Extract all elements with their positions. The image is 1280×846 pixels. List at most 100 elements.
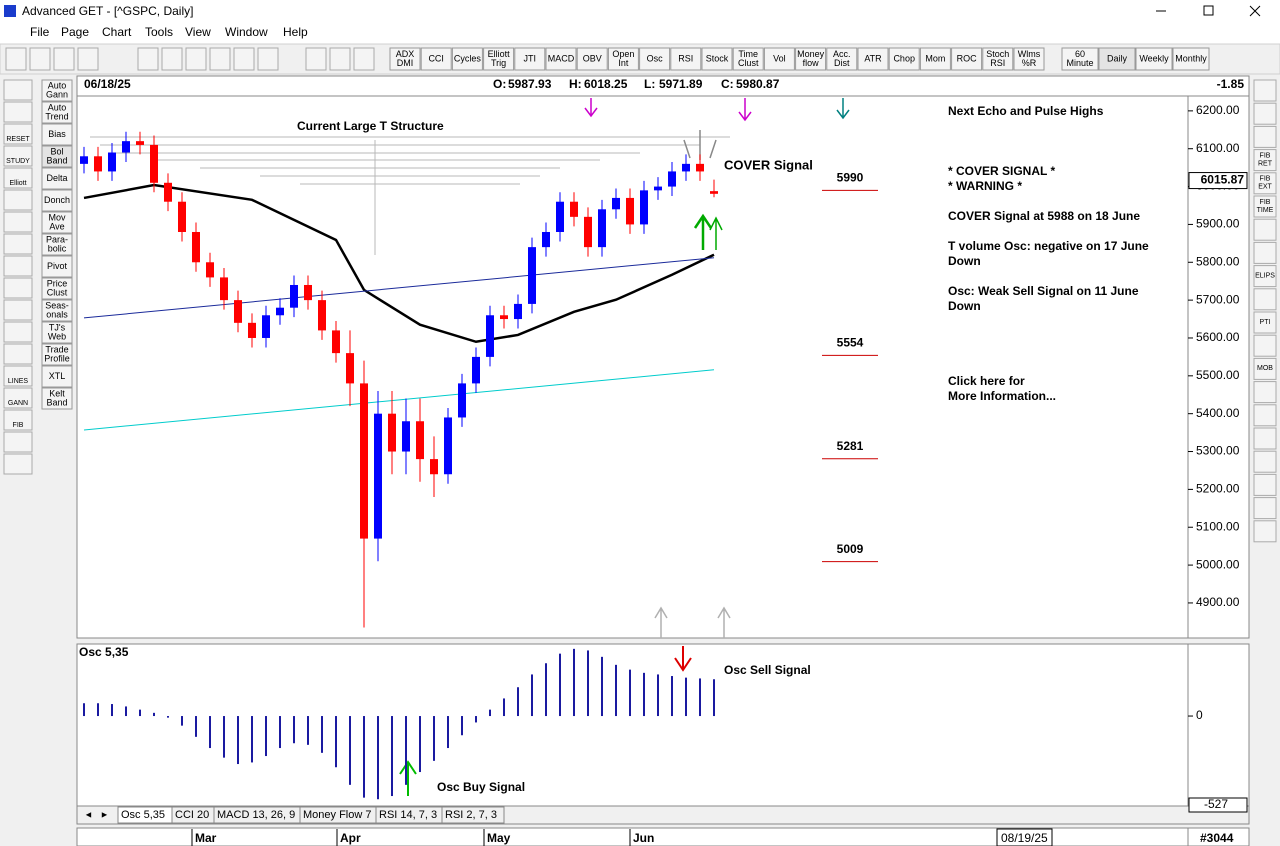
study-button[interactable] bbox=[41, 299, 73, 322]
icon-button[interactable] bbox=[137, 47, 159, 71]
indicator-button[interactable] bbox=[670, 47, 702, 71]
period-button[interactable] bbox=[1098, 47, 1136, 71]
tool-icon[interactable] bbox=[3, 431, 33, 453]
tool-icon[interactable] bbox=[3, 123, 33, 145]
indicator-button[interactable] bbox=[389, 47, 421, 71]
close-button[interactable] bbox=[1249, 5, 1261, 17]
study-button[interactable] bbox=[41, 255, 73, 278]
study-button[interactable] bbox=[41, 343, 73, 366]
indicator-button[interactable] bbox=[732, 47, 764, 71]
tool-icon[interactable] bbox=[1253, 404, 1277, 427]
tool-icon[interactable] bbox=[3, 343, 33, 365]
tool-icon[interactable] bbox=[3, 299, 33, 321]
study-button[interactable] bbox=[41, 123, 73, 146]
tool-icon[interactable] bbox=[1253, 102, 1277, 125]
study-button[interactable] bbox=[41, 277, 73, 300]
tool-icon[interactable] bbox=[1253, 125, 1277, 148]
menu-item[interactable]: View bbox=[185, 25, 211, 39]
menu-item[interactable]: Chart bbox=[102, 25, 132, 39]
tool-icon[interactable] bbox=[3, 277, 33, 299]
study-button[interactable] bbox=[41, 211, 73, 234]
study-button[interactable] bbox=[41, 167, 73, 190]
icon-button[interactable] bbox=[5, 47, 27, 71]
indicator-button[interactable] bbox=[951, 47, 983, 71]
study-button[interactable] bbox=[41, 365, 73, 388]
tool-icon[interactable] bbox=[1253, 265, 1277, 288]
tool-icon[interactable] bbox=[1253, 311, 1277, 334]
indicator-button[interactable] bbox=[982, 47, 1014, 71]
tool-icon[interactable] bbox=[3, 189, 33, 211]
indicator-button[interactable] bbox=[483, 47, 515, 71]
indicator-button[interactable] bbox=[451, 47, 483, 71]
tool-icon[interactable] bbox=[3, 79, 33, 101]
info-line[interactable]: More Information... bbox=[948, 389, 1056, 403]
tool-icon[interactable] bbox=[1253, 172, 1277, 195]
tool-icon[interactable] bbox=[1253, 497, 1277, 520]
indicator-button[interactable] bbox=[514, 47, 546, 71]
indicator-button[interactable] bbox=[639, 47, 671, 71]
icon-button[interactable] bbox=[233, 47, 255, 71]
tool-icon[interactable] bbox=[1253, 357, 1277, 380]
indicator-button[interactable] bbox=[826, 47, 858, 71]
tool-icon[interactable] bbox=[1253, 218, 1277, 241]
indicator-button[interactable] bbox=[607, 47, 639, 71]
indicator-button[interactable] bbox=[1013, 47, 1045, 71]
icon-button[interactable] bbox=[53, 47, 75, 71]
indicator-button[interactable] bbox=[919, 47, 951, 71]
indicator-button[interactable] bbox=[795, 47, 827, 71]
tool-icon[interactable] bbox=[1253, 195, 1277, 218]
icon-button[interactable] bbox=[29, 47, 51, 71]
tool-icon[interactable] bbox=[3, 321, 33, 343]
tool-icon[interactable] bbox=[3, 167, 33, 189]
study-button[interactable] bbox=[41, 387, 73, 410]
icon-button[interactable] bbox=[257, 47, 279, 71]
tool-icon[interactable] bbox=[3, 387, 33, 409]
menu-item[interactable]: Window bbox=[225, 25, 268, 39]
icon-button[interactable] bbox=[185, 47, 207, 71]
tab-scroll-right[interactable]: ► bbox=[100, 809, 109, 819]
indicator-button[interactable] bbox=[888, 47, 920, 71]
period-button[interactable] bbox=[1061, 47, 1099, 71]
icon-button[interactable] bbox=[161, 47, 183, 71]
study-button[interactable] bbox=[41, 321, 73, 344]
study-button[interactable] bbox=[41, 233, 73, 256]
tool-icon[interactable] bbox=[3, 409, 33, 431]
indicator-button[interactable] bbox=[545, 47, 577, 71]
tool-icon[interactable] bbox=[1253, 241, 1277, 264]
indicator-button[interactable] bbox=[420, 47, 452, 71]
tool-icon[interactable] bbox=[1253, 288, 1277, 311]
info-line[interactable]: Click here for bbox=[948, 374, 1025, 388]
tool-icon[interactable] bbox=[3, 101, 33, 123]
period-button[interactable] bbox=[1135, 47, 1173, 71]
icon-button[interactable] bbox=[209, 47, 231, 71]
indicator-button[interactable] bbox=[763, 47, 795, 71]
tool-icon[interactable] bbox=[3, 211, 33, 233]
study-button[interactable] bbox=[41, 101, 73, 124]
tool-icon[interactable] bbox=[1253, 381, 1277, 404]
indicator-tab[interactable] bbox=[441, 806, 505, 824]
tool-icon[interactable] bbox=[1253, 450, 1277, 473]
tool-icon[interactable] bbox=[1253, 334, 1277, 357]
icon-button[interactable] bbox=[305, 47, 327, 71]
tool-icon[interactable] bbox=[1253, 427, 1277, 450]
tool-icon[interactable] bbox=[1253, 520, 1277, 543]
menu-item[interactable]: Help bbox=[283, 25, 308, 39]
indicator-button[interactable] bbox=[857, 47, 889, 71]
study-button[interactable] bbox=[41, 189, 73, 212]
tool-icon[interactable] bbox=[3, 233, 33, 255]
tool-icon[interactable] bbox=[3, 453, 33, 475]
tool-icon[interactable] bbox=[3, 365, 33, 387]
indicator-button[interactable] bbox=[576, 47, 608, 71]
tool-icon[interactable] bbox=[1253, 149, 1277, 172]
tool-icon[interactable] bbox=[3, 145, 33, 167]
tool-icon[interactable] bbox=[1253, 79, 1277, 102]
study-button[interactable] bbox=[41, 79, 73, 102]
indicator-button[interactable] bbox=[701, 47, 733, 71]
menu-item[interactable]: File bbox=[30, 25, 50, 39]
icon-button[interactable] bbox=[329, 47, 351, 71]
icon-button[interactable] bbox=[353, 47, 375, 71]
tool-icon[interactable] bbox=[1253, 473, 1277, 496]
icon-button[interactable] bbox=[77, 47, 99, 71]
tool-icon[interactable] bbox=[3, 255, 33, 277]
study-button[interactable] bbox=[41, 145, 73, 168]
